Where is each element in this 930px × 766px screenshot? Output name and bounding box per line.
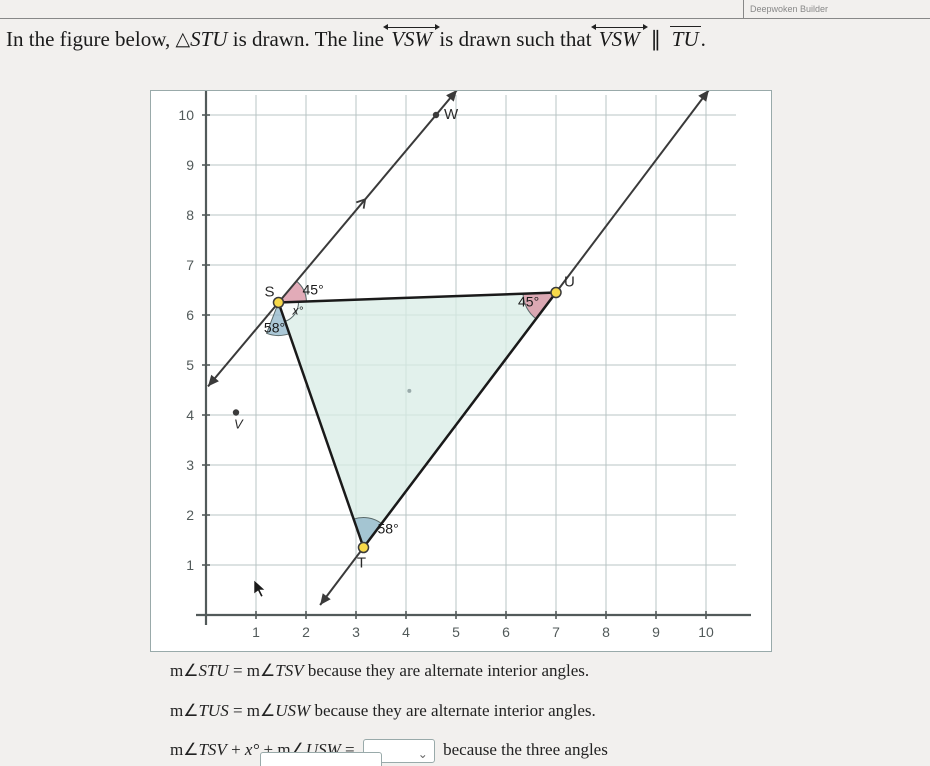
- st2-e: because they are alternate interior angl…: [310, 701, 596, 720]
- top-ruler: Deepwoken Builder: [0, 0, 930, 19]
- st2-d: USW: [275, 701, 310, 720]
- statements: m∠STU = m∠TSV because they are alternate…: [170, 658, 810, 766]
- svg-text:9: 9: [652, 624, 660, 640]
- st1-c: = m∠: [229, 661, 276, 680]
- svg-text:V: V: [234, 417, 244, 432]
- svg-text:8: 8: [186, 207, 194, 223]
- svg-text:3: 3: [186, 457, 194, 473]
- answer-dropdown-2[interactable]: ⌄: [260, 752, 382, 766]
- segment-tu-text: TU: [672, 27, 699, 51]
- chevron-down-icon: ⌄: [418, 745, 428, 763]
- svg-text:4: 4: [402, 624, 410, 640]
- svg-text:W: W: [444, 106, 459, 123]
- svg-text:4: 4: [186, 407, 194, 423]
- parallel-symbol: ∥: [642, 28, 670, 51]
- line-vsw-2: VSW: [597, 24, 642, 56]
- svg-text:58°: 58°: [264, 320, 285, 336]
- st2-b: TUS: [198, 701, 228, 720]
- st3-b: TSV: [198, 740, 226, 759]
- svg-text:5: 5: [186, 357, 194, 373]
- svg-text:58°: 58°: [378, 521, 399, 537]
- prompt-part3: is drawn such that: [434, 27, 597, 51]
- line-vsw-2-text: VSW: [599, 27, 640, 51]
- line-vsw-1-text: VSW: [391, 27, 432, 51]
- svg-text:9: 9: [186, 157, 194, 173]
- triangle-symbol: △: [176, 29, 191, 50]
- st2-c: = m∠: [229, 701, 276, 720]
- problem-prompt: In the figure below, △STU is drawn. The …: [6, 24, 924, 56]
- st1-b: STU: [198, 661, 228, 680]
- line-vsw-1: VSW: [389, 24, 434, 56]
- svg-text:2: 2: [302, 624, 310, 640]
- svg-text:2: 2: [186, 507, 194, 523]
- svg-text:6: 6: [186, 307, 194, 323]
- triangle-name: STU: [190, 27, 227, 51]
- st1-e: because they are alternate interior angl…: [304, 661, 590, 680]
- statement-1: m∠STU = m∠TSV because they are alternate…: [170, 658, 810, 684]
- svg-text:x°: x°: [292, 304, 304, 318]
- svg-text:45°: 45°: [303, 282, 324, 298]
- st3-a: m∠: [170, 740, 198, 759]
- svg-text:8: 8: [602, 624, 610, 640]
- svg-text:5: 5: [452, 624, 460, 640]
- svg-text:1: 1: [186, 557, 194, 573]
- segment-tu: TU: [670, 24, 701, 56]
- figure: 1 2 3 4 5 6 7 8 9 10 1 2 3 4 5 6 7 8 9 10 45° x° 58° 58° 45° S T U V…: [150, 90, 772, 652]
- st3-c: +: [227, 740, 245, 759]
- svg-text:6: 6: [502, 624, 510, 640]
- svg-text:7: 7: [552, 624, 560, 640]
- st3-x: x°: [245, 740, 259, 759]
- prompt-part1: In the figure below,: [6, 27, 176, 51]
- svg-text:3: 3: [352, 624, 360, 640]
- st2-a: m∠: [170, 701, 198, 720]
- svg-text:45°: 45°: [518, 294, 539, 310]
- top-tab-label: Deepwoken Builder: [743, 0, 930, 18]
- prompt-part2: is drawn. The line: [227, 27, 389, 51]
- svg-text:S: S: [265, 284, 275, 301]
- svg-text:U: U: [564, 274, 575, 291]
- svg-text:10: 10: [698, 624, 714, 640]
- svg-text:10: 10: [178, 107, 194, 123]
- figure-svg: 1 2 3 4 5 6 7 8 9 10 1 2 3 4 5 6 7 8 9 10 45° x° 58° 58° 45° S T U V…: [151, 91, 771, 651]
- st3-g: because the three angles: [443, 740, 608, 759]
- prompt-period: .: [701, 27, 706, 51]
- st1-d: TSV: [275, 661, 303, 680]
- svg-text:7: 7: [186, 257, 194, 273]
- statement-2: m∠TUS = m∠USW because they are alternate…: [170, 698, 810, 724]
- svg-text:1: 1: [252, 624, 260, 640]
- chevron-down-icon: ⌄: [365, 758, 375, 766]
- svg-text:T: T: [357, 555, 366, 572]
- st1-a: m∠: [170, 661, 198, 680]
